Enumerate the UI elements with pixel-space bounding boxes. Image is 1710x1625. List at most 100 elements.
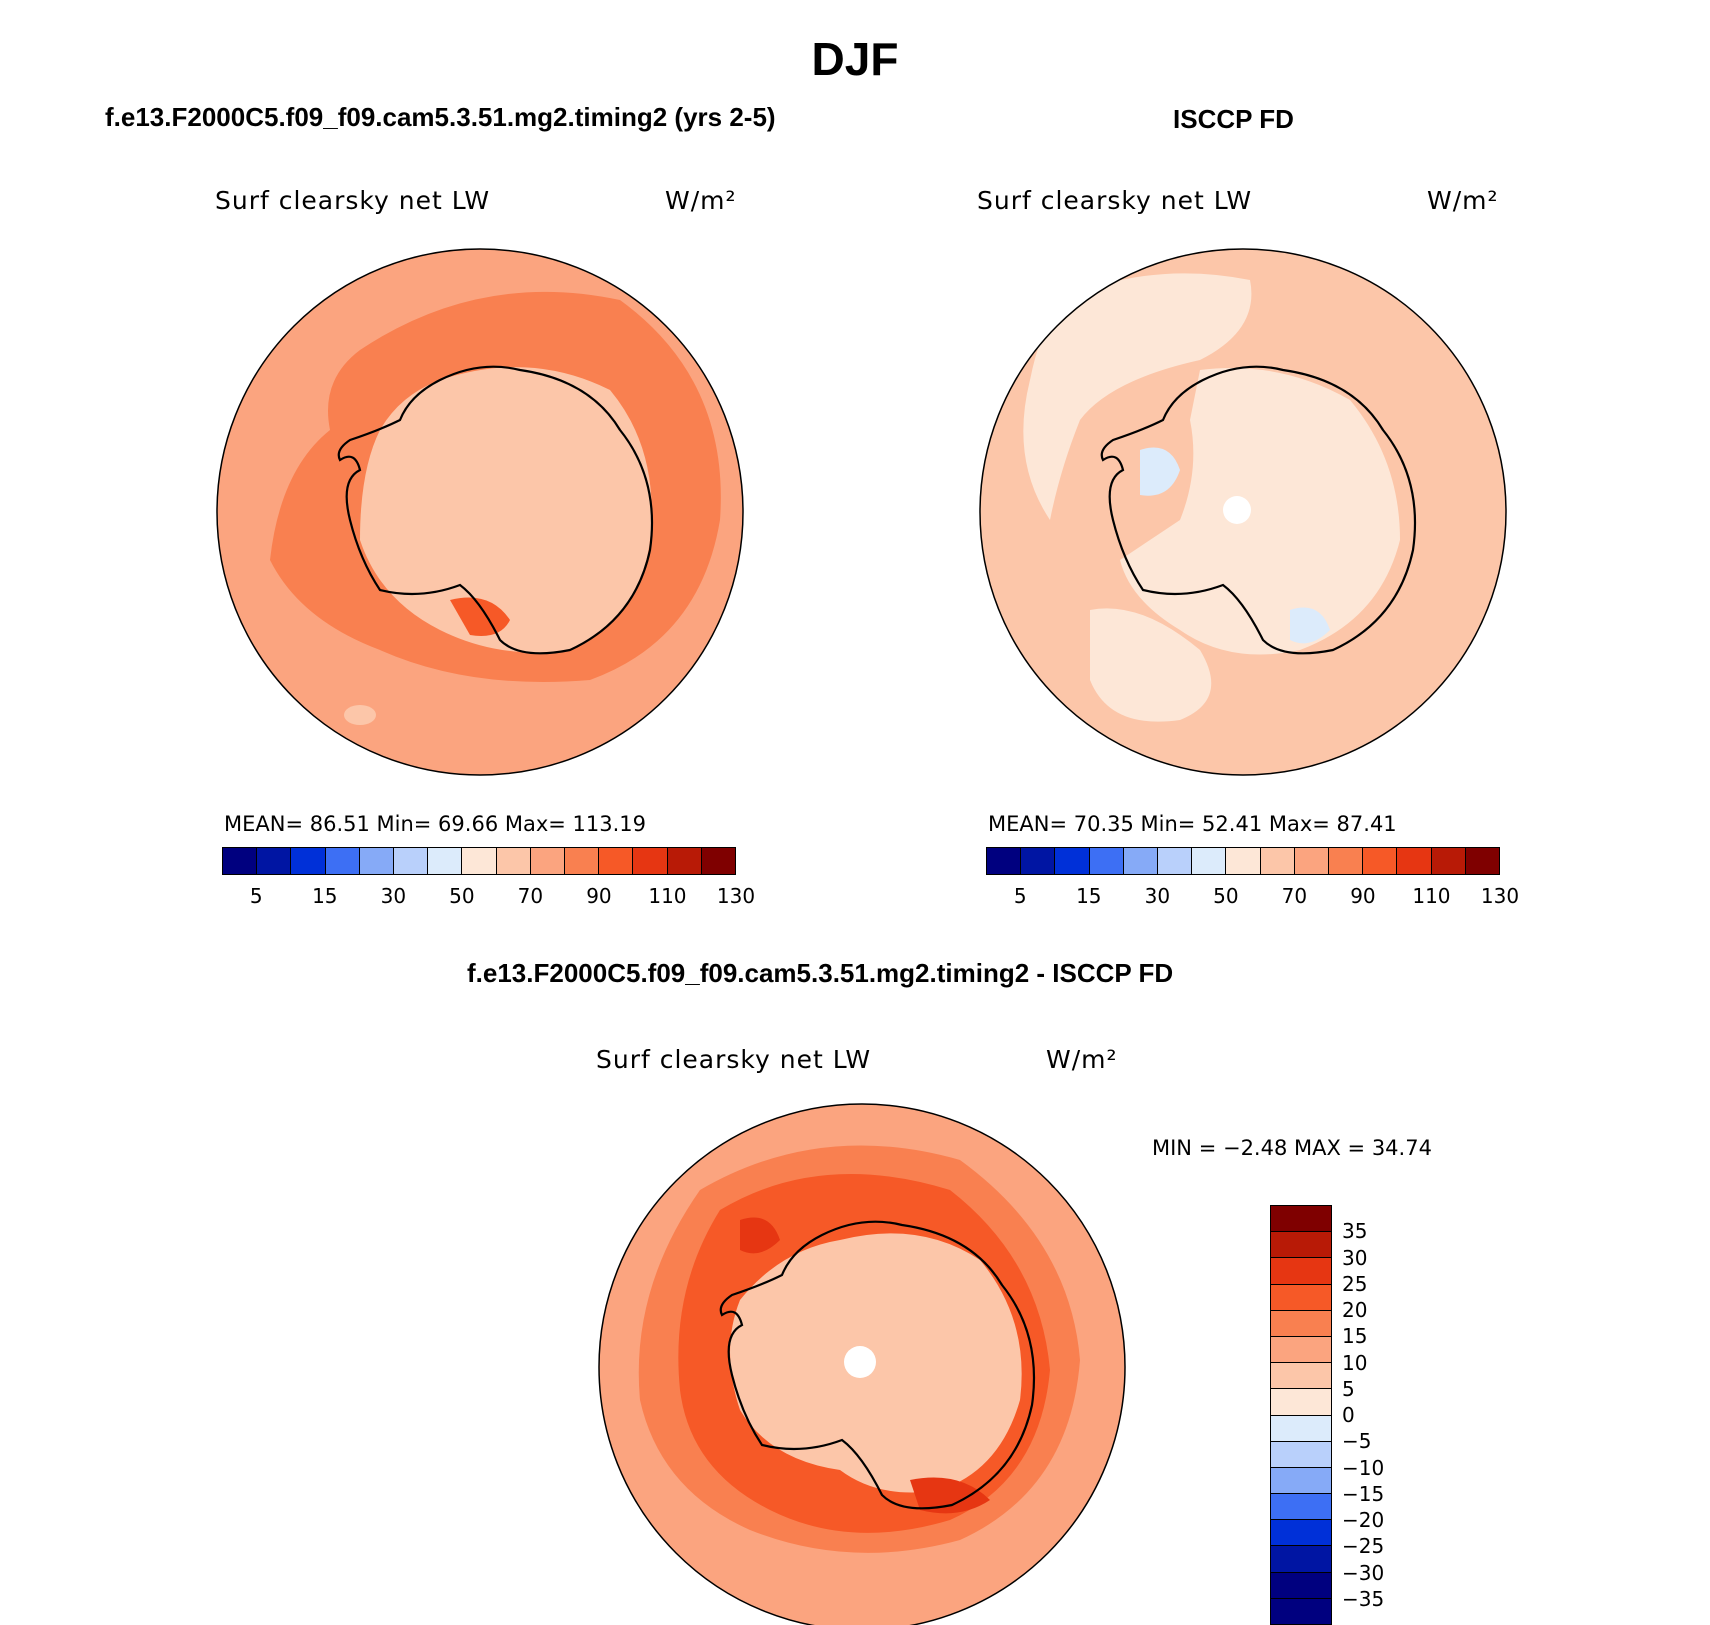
colorbar-swatch (1271, 1389, 1331, 1416)
colorbar-swatch (1271, 1206, 1331, 1233)
colorbar-tick-label: 5 (1013, 884, 1027, 908)
colorbar-swatch (1123, 848, 1159, 874)
obs-map-border (979, 248, 1507, 776)
colorbar-swatch (462, 848, 497, 874)
colorbar-tick-label: 70 (517, 884, 544, 908)
colorbar-tick-label: 70 (1281, 884, 1308, 908)
obs-units-label: W/m² (1427, 186, 1499, 215)
colorbar-swatch (1397, 848, 1432, 874)
obs-panel-header: ISCCP FD (1173, 104, 1294, 134)
model-field-max (450, 597, 510, 636)
colorbar-swatch (987, 848, 1022, 874)
colorbar-swatch (1158, 848, 1193, 874)
model-map-border (216, 248, 744, 776)
colorbar-tick-label: 15 (1342, 1324, 1368, 1349)
obs-variable-label: Surf clearsky net LW (977, 186, 1253, 215)
colorbar-tick-label: −35 (1342, 1586, 1385, 1611)
colorbar-tick-label: 15 (312, 884, 338, 908)
colorbar-swatch (599, 848, 634, 874)
model-units-label: W/m² (665, 186, 737, 215)
colorbar-tick-label: −25 (1342, 1534, 1385, 1559)
colorbar-tick-label: 35 (1342, 1219, 1368, 1244)
diff-units-label: W/m² (1046, 1045, 1118, 1074)
colorbar-swatch (1271, 1232, 1331, 1259)
colorbar-tick-label: 50 (449, 884, 475, 908)
model-panel-header: f.e13.F2000C5.f09_f09.cam5.3.51.mg2.timi… (105, 102, 776, 132)
diff-field-dark-2 (740, 1217, 780, 1254)
model-colorbar (222, 847, 736, 875)
colorbar-swatch (1192, 848, 1227, 874)
colorbar-swatch (1271, 1494, 1331, 1521)
figure-title: DJF (811, 33, 899, 85)
colorbar-tick-label: 30 (1342, 1245, 1368, 1270)
colorbar-swatch (530, 848, 566, 874)
colorbar-swatch (1271, 1336, 1331, 1364)
obs-field-neg-1 (1140, 447, 1180, 496)
diff-pole-hole (844, 1346, 876, 1378)
colorbar-swatch (633, 848, 668, 874)
colorbar-swatch (1271, 1441, 1331, 1468)
model-variable-label: Surf clearsky net LW (215, 186, 491, 215)
colorbar-swatch (496, 848, 531, 874)
colorbar-swatch (1055, 848, 1090, 874)
colorbar-swatch (1271, 1572, 1331, 1599)
colorbar-swatch (1271, 1546, 1331, 1573)
colorbar-swatch (1271, 1467, 1331, 1495)
colorbar-swatch (1260, 848, 1295, 874)
obs-field-neg-2 (1290, 607, 1330, 644)
obs-field-light-interior (1120, 368, 1400, 655)
model-field-ice (360, 367, 652, 653)
diff-coastline (719, 1220, 1036, 1510)
obs-coastline (1100, 365, 1417, 655)
obs-colorbar-ticks: 5 15 30 50 70 90 110 130 (986, 884, 1519, 908)
colorbar-swatch (1431, 848, 1466, 874)
colorbar-swatch (257, 848, 292, 874)
model-coastline (337, 365, 654, 655)
colorbar-tick-label: 50 (1213, 884, 1239, 908)
colorbar-swatch (325, 848, 360, 874)
colorbar-swatch (1271, 1310, 1331, 1337)
colorbar-swatch (291, 848, 326, 874)
colorbar-tick-label: −30 (1342, 1560, 1385, 1585)
diff-stats-text: MIN = −2.48 MAX = 34.74 (1152, 1136, 1432, 1160)
colorbar-swatch (394, 848, 429, 874)
colorbar-swatch (1271, 1520, 1331, 1547)
diff-colorbar (1270, 1205, 1332, 1625)
colorbar-tick-label: −5 (1342, 1429, 1372, 1454)
colorbar-swatch (1271, 1258, 1331, 1285)
colorbar-tick-label: 110 (1412, 884, 1451, 908)
diff-variable-label: Surf clearsky net LW (596, 1045, 872, 1074)
colorbar-swatch (1021, 848, 1056, 874)
colorbar-swatch (1329, 848, 1364, 874)
obs-field-light-s (1090, 608, 1212, 722)
colorbar-swatch (1271, 1363, 1331, 1390)
colorbar-tick-label: 110 (648, 884, 687, 908)
colorbar-tick-label: 130 (716, 884, 756, 908)
colorbar-swatch (1226, 848, 1261, 874)
colorbar-swatch (1465, 848, 1500, 874)
colorbar-swatch (223, 848, 258, 874)
colorbar-tick-label: −15 (1342, 1481, 1385, 1506)
colorbar-swatch (701, 848, 736, 874)
colorbar-swatch (1271, 1284, 1331, 1311)
colorbar-tick-label: 90 (1350, 884, 1376, 908)
colorbar-swatch (1294, 848, 1330, 874)
colorbar-tick-label: 25 (1342, 1271, 1368, 1296)
obs-pole-hole (1223, 496, 1251, 524)
colorbar-swatch (1271, 1415, 1331, 1442)
colorbar-tick-label: −10 (1342, 1455, 1385, 1480)
obs-stats-text: MEAN= 70.35 Min= 52.41 Max= 87.41 (988, 812, 1397, 836)
colorbar-swatch (1271, 1598, 1331, 1624)
colorbar-swatch (428, 848, 463, 874)
colorbar-swatch (667, 848, 702, 874)
colorbar-swatch (359, 848, 395, 874)
colorbar-tick-label: 0 (1342, 1403, 1355, 1427)
diff-panel-header: f.e13.F2000C5.f09_f09.cam5.3.51.mg2.timi… (467, 958, 1174, 988)
colorbar-tick-label: 30 (1144, 884, 1171, 908)
colorbar-swatch (1363, 848, 1398, 874)
colorbar-tick-label: 10 (1342, 1350, 1368, 1375)
colorbar-swatch (1089, 848, 1124, 874)
